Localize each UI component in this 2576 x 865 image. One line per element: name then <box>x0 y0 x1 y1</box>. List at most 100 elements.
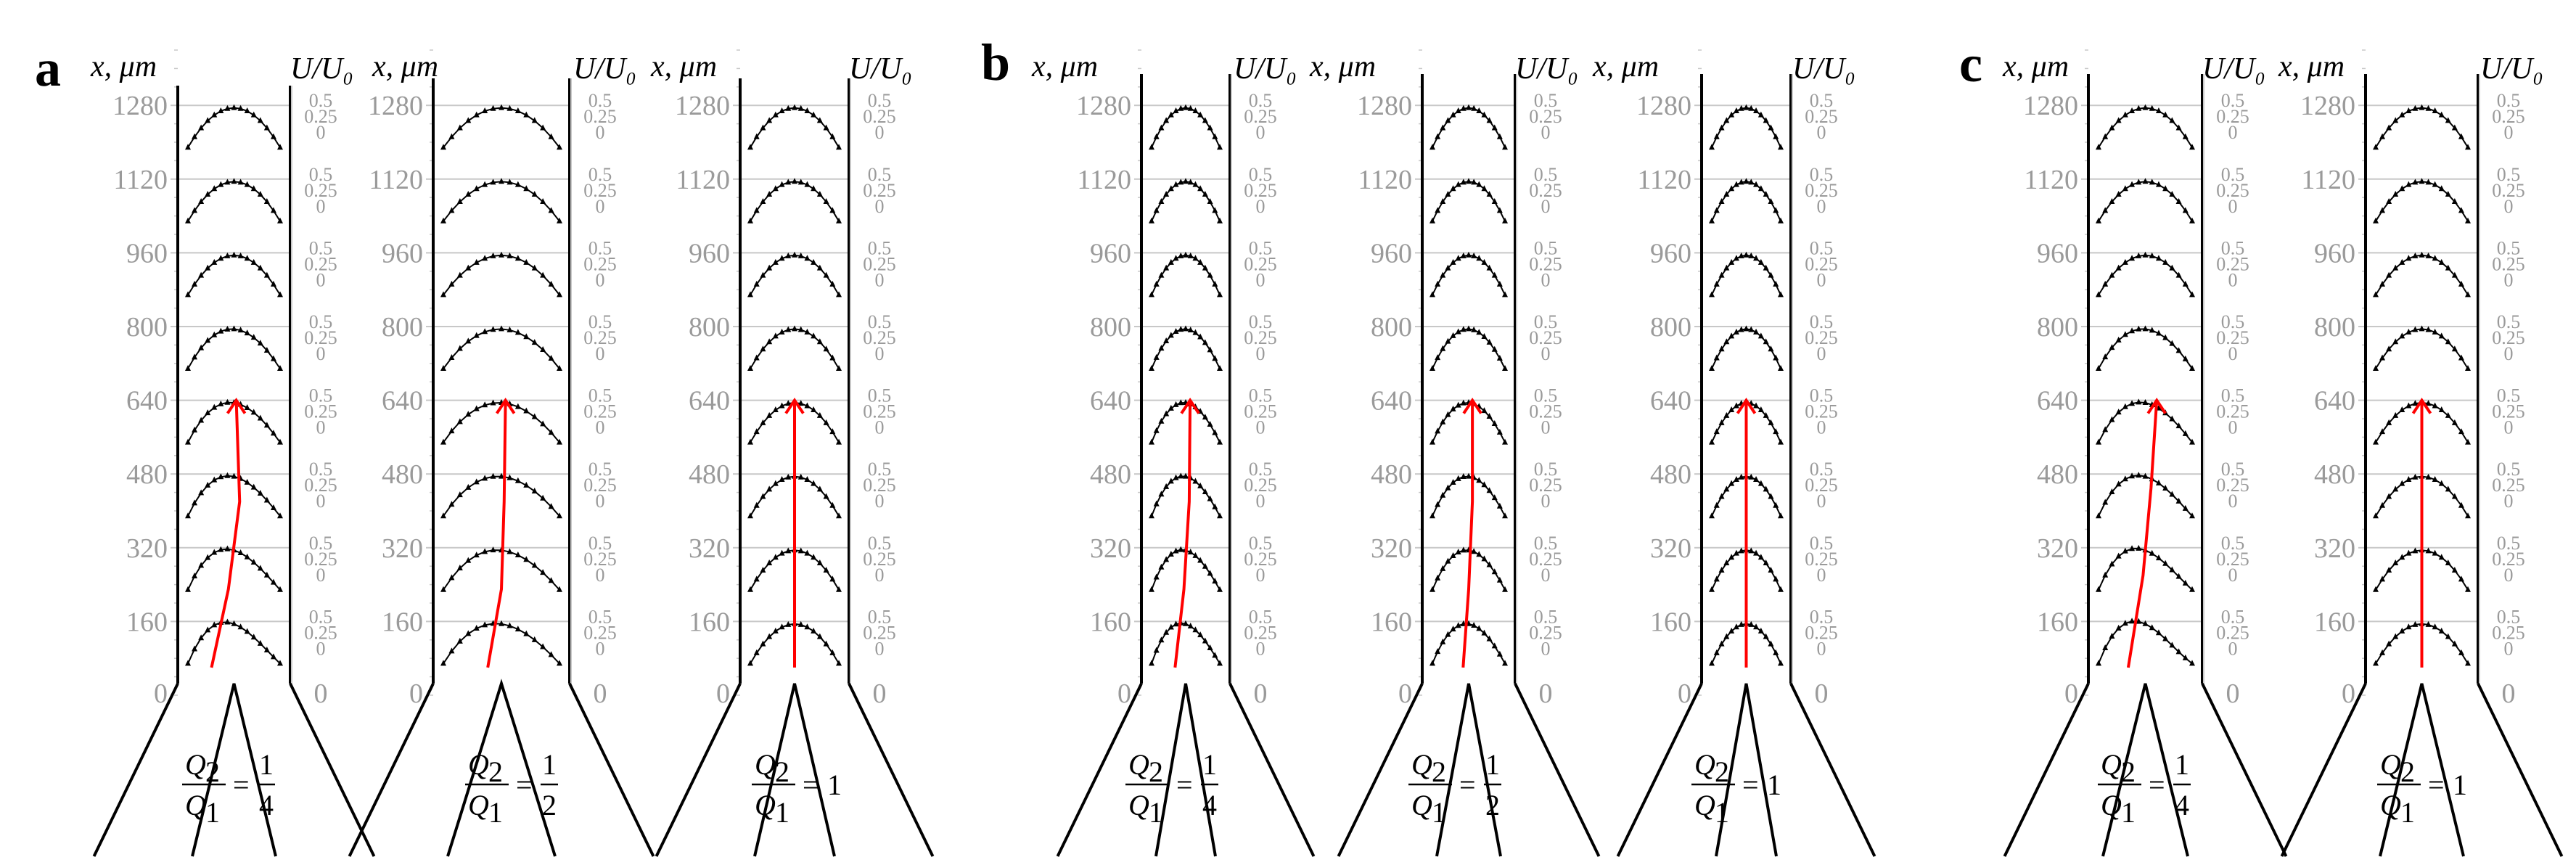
profile-marker <box>1476 329 1482 335</box>
profile-marker <box>224 398 231 405</box>
profile-marker <box>1158 491 1165 497</box>
x-tick-label: 800 <box>689 312 730 343</box>
profile-marker <box>448 427 455 434</box>
profile-marker <box>1738 104 1744 111</box>
u-tick-label: 0.5 <box>309 533 333 554</box>
profile-marker <box>2129 327 2136 334</box>
u-tick-label: 0.5 <box>1249 459 1273 480</box>
u-axis-title: U/U₀ <box>290 52 353 86</box>
profile-marker <box>2136 104 2142 111</box>
profile-marker <box>231 472 237 479</box>
profile-marker <box>250 558 257 565</box>
profile-marker <box>811 406 817 413</box>
profile-marker <box>2451 198 2458 205</box>
u-tick-label: 0 <box>316 343 326 364</box>
profile-marker <box>1502 144 1508 150</box>
profile-marker <box>448 207 455 213</box>
profile-marker <box>797 252 804 258</box>
profile-marker <box>785 473 792 480</box>
profile-marker <box>1748 179 1755 185</box>
profile-marker <box>523 258 530 265</box>
u-tick-label: 0.25 <box>1805 475 1838 496</box>
profile-marker <box>1435 648 1441 655</box>
u-tick-label: 0 <box>1817 565 1826 586</box>
ratio-q1-sub: 1 <box>205 796 220 829</box>
profile-marker <box>506 104 513 111</box>
profile-marker <box>2182 207 2189 213</box>
profile-marker <box>1743 104 1750 110</box>
flow-trajectory <box>2126 400 2159 668</box>
profile-marker <box>2175 198 2182 205</box>
u-tick-label: 0.5 <box>868 90 892 111</box>
profile-marker <box>772 480 779 486</box>
profile-marker <box>829 428 836 435</box>
profile-marker <box>1773 207 1779 213</box>
profile-marker <box>1212 207 1218 213</box>
profile-marker <box>2155 255 2162 261</box>
profile-marker <box>514 107 521 114</box>
profile-marker <box>490 326 496 332</box>
profile-marker <box>198 198 205 205</box>
ratio-value: 1 <box>827 768 842 801</box>
u-tick-label: 0 <box>2228 269 2238 290</box>
profile-marker <box>1733 402 1739 409</box>
inlet-wall-outer-right <box>2477 683 2564 857</box>
profile-marker <box>514 181 521 187</box>
profile-marker <box>2392 338 2399 345</box>
profile-marker <box>2451 567 2458 573</box>
profile-marker <box>1491 198 1498 205</box>
profile-marker <box>1768 493 1774 499</box>
inlet-divider <box>2101 683 2189 857</box>
profile-marker <box>772 332 779 339</box>
profile-marker <box>2142 104 2149 110</box>
profile-marker <box>2379 649 2386 655</box>
profile-marker <box>797 326 804 332</box>
u-tick-label: 0.25 <box>863 106 896 127</box>
profile-marker <box>2386 567 2392 573</box>
profile-marker <box>2149 104 2155 111</box>
profile-marker <box>2432 476 2438 483</box>
profile-marker <box>1713 207 1720 213</box>
profile-marker <box>231 251 237 258</box>
profile-marker <box>2451 640 2458 647</box>
profile-marker <box>473 552 480 558</box>
x-tick-label: 480 <box>689 459 730 490</box>
profile-marker <box>1207 570 1213 576</box>
profile-marker <box>760 419 766 425</box>
profile-marker <box>1753 181 1760 187</box>
profile-marker <box>2096 586 2101 592</box>
profile-marker <box>1768 419 1774 425</box>
u-tick-label: 0.5 <box>1249 533 1273 554</box>
profile-marker <box>482 328 488 335</box>
u-tick-label: 0 <box>1256 491 1266 512</box>
x-tick-label: 960 <box>1371 238 1412 268</box>
profile-marker <box>198 271 205 278</box>
profile-marker <box>2412 473 2419 480</box>
profile-marker <box>482 475 488 481</box>
profile-marker <box>1773 354 1779 361</box>
profile-marker <box>2115 552 2122 559</box>
ratio-q1: Q <box>1128 789 1149 821</box>
x-tick-label: 1120 <box>113 165 168 195</box>
x-bottom-tick: 0 <box>154 679 168 709</box>
subplot-b-4: x, μm U/U₀1603204806408009601120128000.25… <box>1031 49 1316 857</box>
profile-marker <box>2438 185 2445 192</box>
flow-trajectory <box>210 400 242 668</box>
x-tick-label: 480 <box>126 459 168 490</box>
profile-marker <box>1183 620 1189 626</box>
x-tick-label: 800 <box>1090 312 1131 343</box>
profile-marker <box>2419 251 2425 258</box>
profile-marker <box>2432 549 2438 556</box>
u-tick-label: 0.25 <box>583 475 617 496</box>
trajectory-arrowhead <box>2146 397 2167 414</box>
u-axis-title: U/U₀ <box>2202 52 2265 86</box>
profile-marker <box>785 400 792 406</box>
u-tick-label: 0 <box>2228 565 2238 586</box>
profile-marker <box>2142 399 2149 405</box>
profile-marker <box>531 487 538 493</box>
profile-marker <box>2465 438 2471 445</box>
u-tick-label: 0.5 <box>1534 311 1558 332</box>
profile-marker <box>1718 271 1725 278</box>
u-tick-label: 0.5 <box>1534 459 1558 480</box>
profile-marker <box>448 354 455 361</box>
